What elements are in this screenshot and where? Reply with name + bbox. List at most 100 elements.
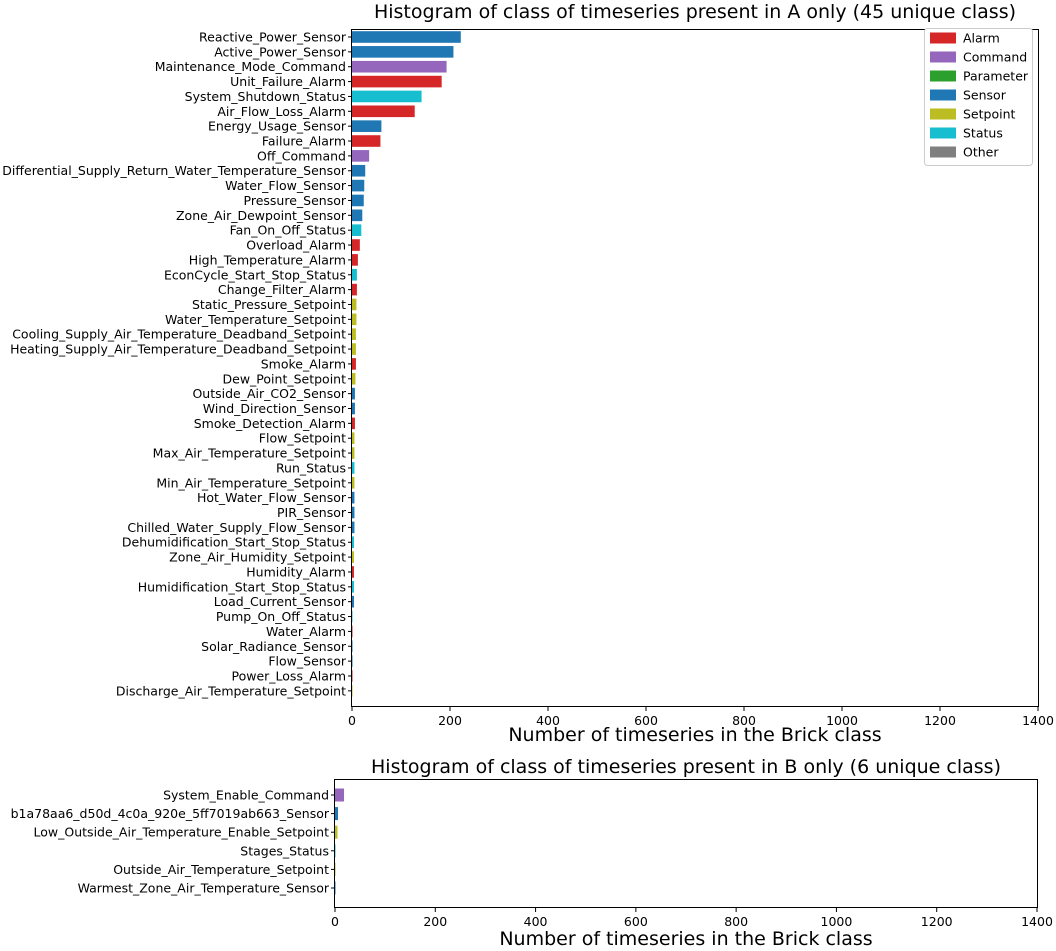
chart-a-legend: Alarm Command Parameter Sensor Setpoint Statu… (924, 28, 1033, 166)
category-label: PIR_Sensor (277, 505, 347, 520)
category-label: Maintenance_Mode_Command (155, 59, 346, 74)
category-label: Water_Temperature_Setpoint (165, 312, 346, 327)
category-label: Air_Flow_Loss_Alarm (217, 104, 346, 119)
bar-pir-sensor (352, 506, 355, 519)
x-tick-label: 600 (624, 914, 648, 929)
legend-items: Alarm Command Parameter Sensor Setpoint Statu… (930, 31, 1029, 160)
bar-change-filter-alarm (352, 283, 357, 296)
category-label: Humidification_Start_Stop_Status (138, 579, 346, 594)
category-label: Wind_Direction_Sensor (203, 401, 347, 416)
category-label: Water_Flow_Sensor (225, 178, 347, 193)
chart-a-x-ticks: 0 200 400 600 800 1000 1200 1400 (348, 707, 1054, 728)
category-label: Dehumidification_Start_Stop_Status (122, 535, 346, 550)
chart-a-category-labels: Reactive_Power_SensorActive_Power_Sensor… (2, 30, 352, 698)
category-label: Differential_Supply_Return_Water_Tempera… (2, 163, 347, 178)
category-label: Load_Current_Sensor (214, 594, 347, 609)
legend-swatch-parameter (930, 70, 956, 82)
bar-outside-air-co2-sensor (352, 387, 355, 400)
category-label: Change_Filter_Alarm (218, 282, 346, 297)
chart-b-x-ticks: 0 200 400 600 800 1000 1200 1400 (331, 908, 1053, 929)
chart-b-bars (335, 788, 345, 895)
legend-label-parameter: Parameter (963, 69, 1029, 84)
x-tick-label: 800 (724, 914, 748, 929)
category-label: Discharge_Air_Temperature_Setpoint (116, 683, 346, 698)
x-tick-label: 800 (732, 713, 756, 728)
bar-air-flow-loss-alarm (352, 105, 415, 118)
bar-run-status (352, 462, 355, 474)
category-label: Hot_Water_Flow_Sensor (197, 490, 347, 505)
category-label: Heating_Supply_Air_Temperature_Deadband_… (10, 342, 346, 357)
legend-label-alarm: Alarm (963, 31, 1000, 46)
x-tick-label: 1200 (924, 713, 956, 728)
bar-wind-direction-sensor (352, 402, 355, 415)
category-label: Warmest_Zone_Air_Temperature_Sensor (78, 881, 330, 896)
legend-swatch-sensor (930, 89, 956, 101)
bar-overload-alarm (352, 239, 360, 251)
bar-max-air-temperature-setpoint (352, 447, 355, 459)
category-label: Smoke_Alarm (261, 356, 346, 371)
x-tick-label: 0 (348, 713, 356, 728)
bar-system-shutdown-status (352, 90, 422, 103)
bar-outside-air-temperature-setpoint (335, 862, 336, 876)
x-tick-label: 0 (331, 914, 339, 929)
bar-hot-water-flow-sensor (352, 491, 355, 504)
category-label: Cooling_Supply_Air_Temperature_Deadband_… (12, 327, 346, 342)
category-label: Outside_Air_Temperature_Setpoint (113, 862, 329, 877)
chart-b-title: Histogram of class of timeseries present… (371, 756, 1001, 778)
bar-water-temperature-setpoint (352, 313, 357, 326)
legend-label-sensor: Sensor (963, 88, 1007, 103)
bar-flow-setpoint (352, 432, 355, 445)
category-label: System_Enable_Command (163, 788, 329, 803)
bar-zone-air-humidity-setpoint (352, 551, 354, 563)
bar-pressure-sensor (352, 194, 364, 207)
chart-a-bars (352, 31, 461, 697)
x-tick-label: 400 (536, 713, 560, 728)
category-label: Overload_Alarm (246, 238, 346, 253)
category-label: Zone_Air_Humidity_Setpoint (169, 550, 346, 565)
chart-b-plot-frame (334, 779, 1038, 908)
x-tick-label: 600 (634, 713, 658, 728)
bar-smoke-alarm (352, 358, 356, 370)
chart-a-title: Histogram of class of timeseries present… (374, 1, 1016, 23)
bar-chilled-water-supply-flow-sensor (352, 521, 355, 534)
category-label: Dew_Point_Setpoint (223, 371, 347, 386)
legend-swatch-other (930, 146, 956, 158)
category-label: Pump_On_Off_Status (216, 609, 346, 624)
category-label: Smoke_Detection_Alarm (194, 416, 346, 431)
bar-stages-status (335, 844, 336, 858)
category-label: Reactive_Power_Sensor (199, 30, 347, 45)
category-label: Active_Power_Sensor (214, 44, 347, 59)
bar-failure-alarm (352, 135, 381, 147)
legend-swatch-alarm (930, 32, 956, 44)
bar-smoke-detection-alarm (352, 417, 355, 430)
category-label: System_Shutdown_Status (185, 89, 346, 104)
category-label: Low_Outside_Air_Temperature_Enable_Setpo… (34, 825, 330, 840)
bar-fan-on-off-status (352, 224, 362, 236)
bar-active-power-sensor (352, 46, 454, 58)
category-label: Off_Command (257, 148, 346, 163)
x-tick-label: 200 (438, 713, 462, 728)
bar-zone-air-dewpoint-sensor (352, 209, 363, 222)
legend-swatch-status (930, 127, 956, 139)
category-label: Min_Air_Temperature_Setpoint (156, 475, 346, 490)
bar-econcycle-start-stop-status (352, 268, 357, 281)
category-label: Unit_Failure_Alarm (230, 74, 346, 89)
category-label: Solar_Radiance_Sensor (201, 639, 347, 654)
x-tick-label: 1400 (1022, 713, 1054, 728)
bar-energy-usage-sensor (352, 120, 382, 132)
category-label: b1a78aa6_d50d_4c0a_920e_5ff7019ab663_Sen… (11, 806, 330, 821)
x-tick-label: 400 (524, 914, 548, 929)
bar-static-pressure-setpoint (352, 298, 357, 311)
x-tick-label: 1000 (826, 713, 858, 728)
bar-humidification-start-stop-status (352, 581, 354, 593)
bar-dehumidification-start-stop-status (352, 536, 354, 549)
bar-dew-point-setpoint (352, 372, 356, 385)
legend-swatch-command (930, 51, 956, 63)
bar-b1a78aa6-d50d-4c0a-920e-5ff7019ab663-sensor (335, 807, 339, 821)
category-label: Water_Alarm (266, 624, 346, 639)
category-label: Energy_Usage_Sensor (208, 119, 347, 134)
category-label: Flow_Sensor (268, 654, 346, 669)
chart-a-x-axis-label: Number of timeseries in the Brick class (508, 724, 881, 746)
